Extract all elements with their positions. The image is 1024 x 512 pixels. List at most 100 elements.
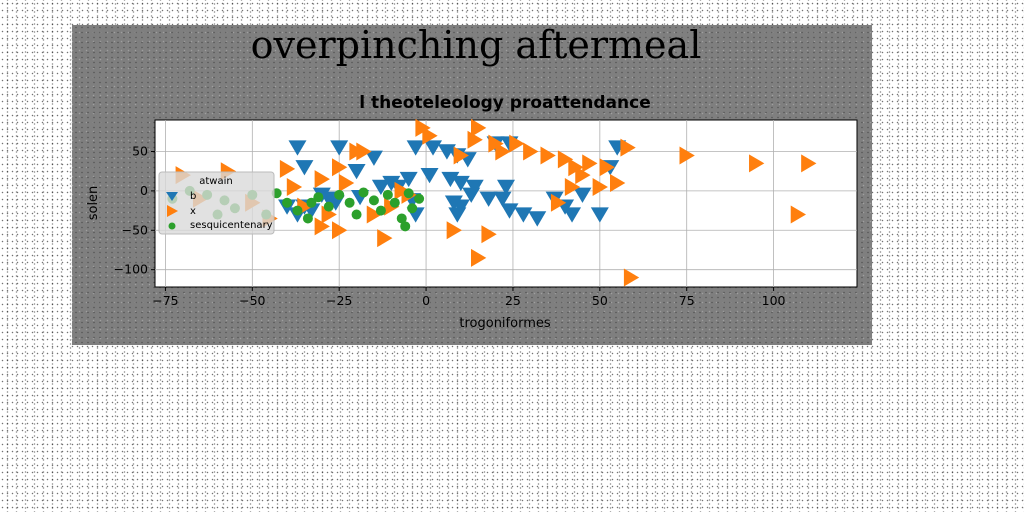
data-point-sesquicentenary xyxy=(400,221,411,232)
data-point-x xyxy=(610,174,626,193)
data-point-b xyxy=(451,199,470,215)
data-point-x xyxy=(592,177,608,196)
data-point-b xyxy=(347,164,366,180)
data-point-sesquicentenary xyxy=(292,205,303,216)
data-point-b xyxy=(462,187,481,203)
data-point-sesquicentenary xyxy=(389,197,400,208)
data-point-b xyxy=(479,191,498,207)
x-tick-label: −25 xyxy=(326,293,352,308)
y-tick-label: 0 xyxy=(140,183,148,198)
figure: overpinching aftermeal l theoteleology p… xyxy=(72,25,872,345)
data-point-b xyxy=(288,140,307,156)
data-point-x xyxy=(286,177,303,196)
data-point-x xyxy=(575,166,591,185)
data-point-b xyxy=(382,175,401,192)
data-point-b xyxy=(528,211,547,227)
data-point-x xyxy=(366,205,383,224)
data-point-b xyxy=(406,140,425,156)
data-point-b xyxy=(573,187,592,203)
data-point-x xyxy=(679,146,695,165)
data-point-x xyxy=(599,158,615,177)
x-tick-label: 0 xyxy=(422,293,430,308)
legend-label-b: b xyxy=(190,191,196,202)
legend-label-x: x xyxy=(190,206,196,217)
data-point-x xyxy=(331,158,348,177)
y-tick-label: −100 xyxy=(114,262,148,277)
data-point-sesquicentenary xyxy=(351,209,362,220)
data-point-x xyxy=(620,138,636,157)
data-point-x xyxy=(331,221,348,240)
data-point-x xyxy=(338,174,355,193)
legend-label-sesquicentenary: sesquicentenary xyxy=(190,220,273,231)
data-point-b xyxy=(399,171,418,188)
data-point-b xyxy=(295,160,314,176)
data-point-b xyxy=(319,191,338,207)
data-point-sesquicentenary xyxy=(282,197,293,208)
data-point-x xyxy=(314,170,330,189)
data-point-sesquicentenary xyxy=(375,205,386,216)
x-axis-label: trogoniformes xyxy=(459,316,550,331)
data-point-b xyxy=(441,171,460,188)
data-point-sesquicentenary xyxy=(358,187,369,198)
data-point-x xyxy=(540,146,556,165)
data-point-sesquicentenary xyxy=(334,189,345,200)
data-point-b xyxy=(424,140,443,156)
data-point-b xyxy=(500,203,519,219)
data-point-b xyxy=(493,191,512,207)
data-point-x xyxy=(356,142,372,161)
data-point-b xyxy=(563,207,582,223)
legend-title: atwain xyxy=(199,176,232,187)
x-tick-label: 100 xyxy=(762,293,786,308)
data-point-sesquicentenary xyxy=(407,203,418,214)
y-tick-label: −50 xyxy=(122,222,148,237)
x-tick-label: 25 xyxy=(505,293,521,308)
chart-title: l theoteleology proattendance xyxy=(359,93,651,113)
data-point-x xyxy=(446,221,462,240)
data-point-b xyxy=(448,207,467,223)
data-point-x xyxy=(279,159,296,178)
data-point-x xyxy=(564,177,581,196)
x-tick-label: 50 xyxy=(592,293,608,308)
data-point-b xyxy=(514,207,533,223)
chart-legend: atwain b x sesquicentenary xyxy=(158,171,275,235)
legend-marker-sesquicentenary xyxy=(168,222,176,230)
data-point-x xyxy=(801,154,817,173)
data-point-b xyxy=(437,144,456,160)
data-point-x xyxy=(495,142,511,161)
data-point-x xyxy=(470,248,487,267)
data-point-x xyxy=(509,134,525,153)
data-point-b xyxy=(364,150,383,166)
data-point-sesquicentenary xyxy=(414,193,425,204)
data-point-x xyxy=(582,154,598,173)
scatter-chart: overpinching aftermeal l theoteleology p… xyxy=(86,25,858,331)
data-point-x xyxy=(422,126,438,145)
data-point-b xyxy=(444,195,463,211)
data-point-x xyxy=(550,193,567,212)
data-point-sesquicentenary xyxy=(382,189,393,200)
x-tick-label: −50 xyxy=(239,293,265,308)
y-axis-label: solen xyxy=(86,186,101,221)
data-point-x xyxy=(557,150,574,169)
data-point-x xyxy=(790,205,807,224)
data-point-x xyxy=(470,118,487,137)
data-point-x xyxy=(623,268,640,287)
y-tick-label: 50 xyxy=(132,144,148,159)
data-point-b xyxy=(451,175,470,192)
data-point-sesquicentenary xyxy=(302,213,313,224)
axis-ticks: −75 −50 −25 0 25 50 75 100 50 0 −50 −100 xyxy=(114,144,786,308)
data-point-b xyxy=(465,179,484,196)
data-point-sesquicentenary xyxy=(344,197,355,208)
data-point-sesquicentenary xyxy=(396,213,407,224)
data-point-x xyxy=(749,154,765,173)
data-point-x xyxy=(314,217,330,236)
x-tick-label: 75 xyxy=(679,293,695,308)
data-point-x xyxy=(523,142,539,161)
data-point-b xyxy=(371,179,390,196)
x-tick-label: −75 xyxy=(152,293,178,308)
data-point-sesquicentenary xyxy=(323,201,334,212)
data-point-b xyxy=(590,207,609,223)
data-point-sesquicentenary xyxy=(403,188,414,199)
data-point-x xyxy=(453,146,469,165)
figure-suptitle: overpinching aftermeal xyxy=(251,25,702,67)
legend-box xyxy=(158,171,275,235)
